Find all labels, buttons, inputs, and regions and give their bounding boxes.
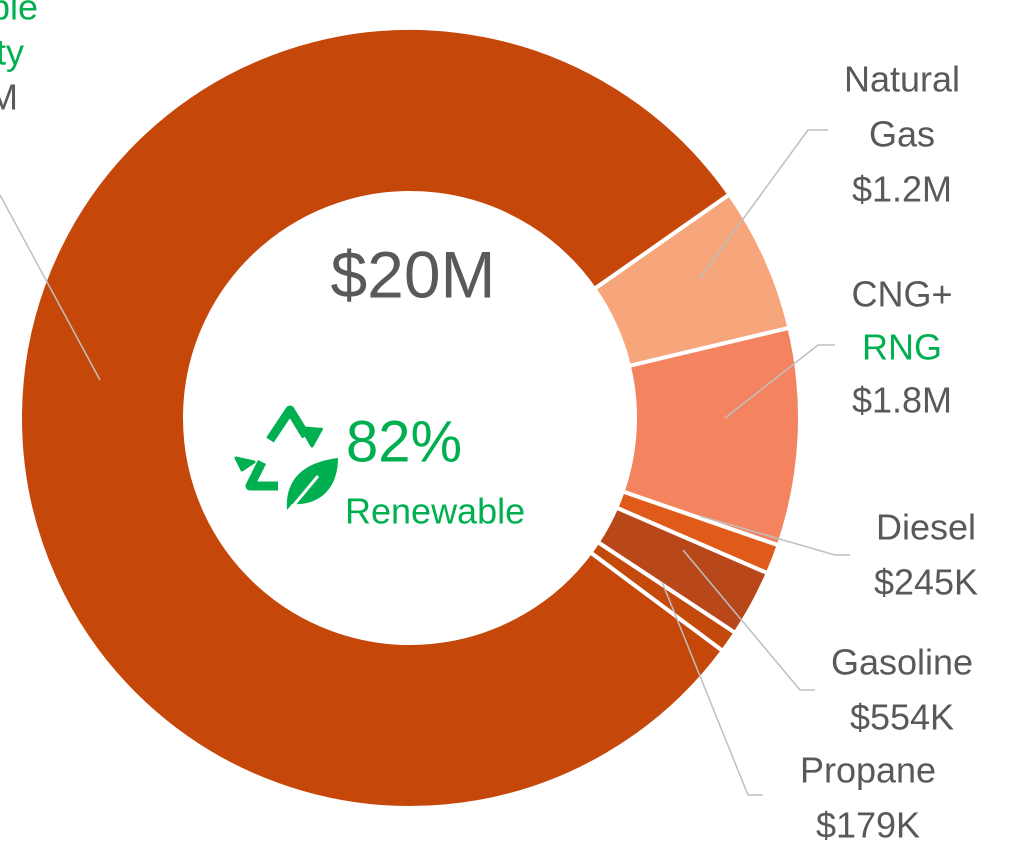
slice-label: able: [0, 0, 38, 28]
leader-line: [724, 344, 835, 419]
value-label: $1.2M: [852, 169, 952, 210]
slice-label: city: [0, 32, 24, 73]
value-label: M: [0, 77, 18, 118]
value-label: $179K: [816, 805, 920, 846]
slice-label: CNG+: [851, 274, 952, 315]
slices: [18, 26, 802, 810]
renewable-share: 82%: [346, 409, 462, 474]
leader-line: [699, 515, 850, 556]
value-label: $554K: [850, 697, 954, 738]
leader-line: [699, 129, 828, 279]
recycle-icon: [234, 405, 338, 513]
total-label: $20M: [330, 237, 495, 311]
slice-label: Natural: [844, 59, 960, 100]
renewable-caption: Renewable: [345, 491, 525, 532]
slice-label: Diesel: [876, 507, 976, 548]
leader-line: [682, 549, 815, 691]
value-label: $1.8M: [852, 380, 952, 421]
value-label: $245K: [874, 562, 978, 603]
slice-label: Gasoline: [831, 642, 973, 683]
slice-label: Propane: [800, 750, 936, 791]
leader-line: [0, 194, 101, 381]
leader-line: [661, 581, 763, 796]
slice-label: Gas: [869, 114, 935, 155]
slice: [18, 26, 733, 810]
slice-label: RNG: [862, 327, 942, 368]
